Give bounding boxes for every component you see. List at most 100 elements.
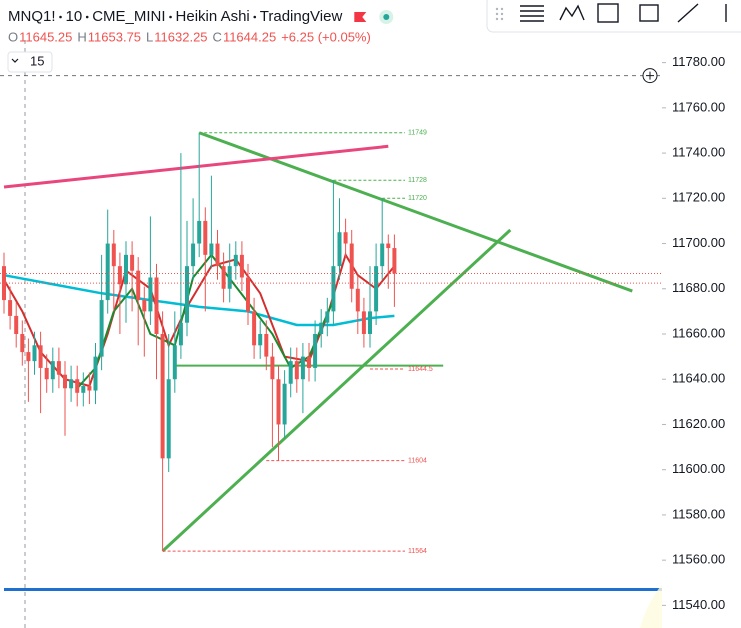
- y-tick-label: 11680.00: [672, 280, 725, 295]
- y-tick-label: 11580.00: [672, 506, 725, 521]
- candle-body: [325, 311, 330, 323]
- candle-body: [392, 248, 397, 274]
- chart-style: Heikin Ashi: [176, 8, 250, 25]
- candle-body: [148, 277, 153, 312]
- candle-body: [117, 266, 122, 285]
- candle-body: [87, 386, 92, 391]
- level-label: 11644.5: [408, 366, 433, 373]
- candle-body: [172, 345, 177, 380]
- candle-body: [142, 300, 147, 312]
- y-tick-label: 11560.00: [672, 552, 725, 567]
- candle-body: [264, 334, 269, 357]
- candle-body: [32, 345, 37, 362]
- tool-measure[interactable]: [597, 3, 619, 23]
- separator: [169, 15, 172, 19]
- candle-body: [331, 266, 336, 312]
- legend-close: 11644.25: [223, 29, 276, 44]
- candle-body: [294, 361, 299, 380]
- drag-handle: [495, 7, 504, 21]
- header: MNQ1! 10 CME_MINI Heikin Ashi TradingVie…: [8, 8, 342, 25]
- candle-body: [20, 334, 25, 353]
- flag-icon[interactable]: [354, 12, 367, 22]
- candle-body: [203, 220, 208, 255]
- input-frame[interactable]: [7, 51, 53, 73]
- candle-body: [50, 361, 55, 380]
- candle-body: [44, 367, 49, 380]
- trendline: [3, 144, 389, 189]
- level-label: 11749: [408, 130, 427, 137]
- trendline: [161, 228, 512, 553]
- legend-c-label: C: [213, 29, 222, 44]
- y-tick-label: 11740.00: [672, 145, 725, 160]
- candle-body: [270, 356, 275, 380]
- candle-body: [374, 266, 379, 312]
- candle-body: [93, 356, 98, 391]
- y-tick-label: 11720.00: [672, 190, 725, 205]
- indicator-line: [3, 273, 395, 327]
- price-axis: [662, 40, 741, 628]
- candle-body: [276, 379, 281, 425]
- status-dot: [383, 14, 390, 20]
- symbol[interactable]: MNQ1!: [8, 8, 56, 25]
- toolbar: [486, 0, 741, 33]
- toolbar-frame: [486, 0, 741, 33]
- candle-body: [355, 288, 360, 312]
- legend-h-label: H: [77, 29, 86, 44]
- candle-body: [380, 243, 385, 267]
- candle-body: [282, 383, 287, 425]
- input-value: 15: [30, 53, 44, 68]
- y-tick-label: 11780.00: [672, 54, 725, 69]
- candle-body: [197, 220, 202, 244]
- candle-body: [361, 311, 366, 334]
- candle-body: [8, 300, 13, 316]
- candle-body: [26, 352, 31, 362]
- input-box[interactable]: 15: [7, 51, 53, 73]
- level-label: 11564: [408, 548, 427, 555]
- y-tick-label: 11540.00: [672, 597, 725, 612]
- candle-body: [300, 356, 305, 380]
- candle-body: [221, 266, 226, 289]
- candle-body: [178, 322, 183, 346]
- candle-body: [252, 311, 257, 346]
- legend-high: 11653.75: [88, 29, 141, 44]
- tool-lines[interactable]: [520, 5, 544, 22]
- legend-l-label: L: [146, 29, 153, 44]
- y-tick-label: 11660.00: [672, 325, 725, 340]
- separator: [59, 15, 62, 19]
- legend-open: 11645.25: [19, 29, 72, 44]
- candle-body: [38, 345, 43, 368]
- candle-body: [14, 315, 19, 334]
- candle-body: [166, 379, 171, 459]
- candle-body: [81, 386, 86, 393]
- source: TradingView: [260, 8, 343, 25]
- level-label: 11728: [408, 177, 427, 184]
- candle-body: [368, 311, 372, 334]
- y-tick-label: 11760.00: [672, 99, 725, 114]
- candle-body: [386, 243, 391, 249]
- chevron: [11, 58, 19, 63]
- level-label: 11720: [408, 195, 427, 202]
- candle-body: [288, 361, 293, 384]
- tool-pattern[interactable]: [559, 4, 585, 21]
- tool-trendline[interactable]: [677, 3, 699, 23]
- candle-body: [337, 232, 342, 267]
- candle-body: [319, 322, 324, 334]
- candle-body: [343, 232, 348, 244]
- candle-body: [75, 379, 80, 393]
- plus: [646, 71, 654, 80]
- y-tick-label: 11620.00: [672, 416, 725, 431]
- y-tick-label: 11700.00: [672, 235, 725, 250]
- candle-body: [185, 266, 189, 323]
- candle-body: [239, 254, 244, 278]
- legend-change: +6.25 (+0.05%): [281, 29, 371, 44]
- candle-body: [160, 334, 165, 459]
- ohlc-legend: O 11645.25 H 11653.75 L 11632.25 C 11644.25 +6.2…: [8, 29, 371, 44]
- candle-body: [191, 243, 196, 267]
- candle-body: [313, 334, 318, 368]
- candle-body: [130, 254, 135, 271]
- tool-rectangle[interactable]: [639, 4, 659, 22]
- interval[interactable]: 10: [66, 8, 83, 25]
- candle-body: [246, 277, 250, 312]
- level-label: 11604: [408, 457, 427, 464]
